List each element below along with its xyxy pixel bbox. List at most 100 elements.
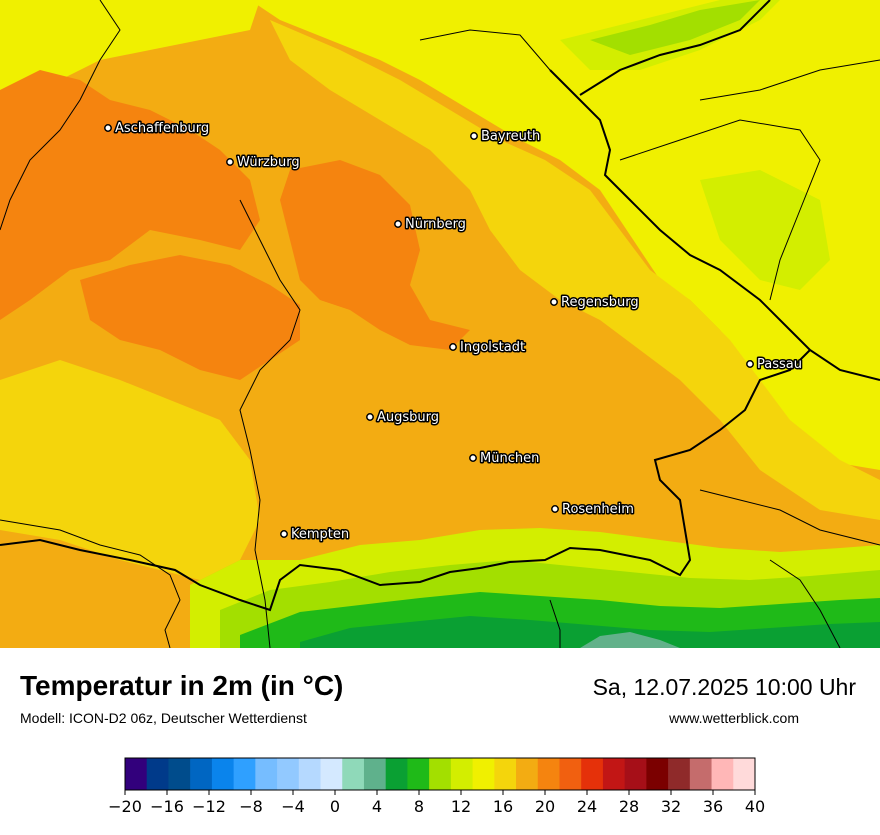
legend-color-swatch	[385, 758, 408, 790]
map-field-orange-nw	[0, 70, 260, 320]
forecast-datetime: Sa, 12.07.2025 10:00 Uhr	[592, 674, 856, 700]
legend-color-swatch	[581, 758, 604, 790]
legend-color-swatch	[624, 758, 647, 790]
legend-tick-label: 0	[330, 797, 340, 816]
state-border	[0, 0, 121, 231]
city-dot	[449, 343, 457, 351]
map-footer: Temperatur in 2m (in °C) Modell: ICON-D2…	[0, 648, 880, 830]
map-field-yellow-patch-3	[700, 170, 830, 290]
legend-tick-label: −16	[150, 797, 184, 816]
national-border-austria	[0, 349, 811, 612]
legend-tick-label: 4	[372, 797, 382, 816]
city-dot	[746, 360, 754, 368]
city-label: Regensburg	[561, 295, 639, 310]
city-dot	[366, 413, 374, 421]
legend-color-swatch	[277, 758, 300, 790]
city-label: München	[480, 451, 539, 466]
legend-color-swatch	[125, 758, 148, 790]
website-url: www.wetterblick.com	[669, 710, 799, 726]
legend-color-swatch	[602, 758, 626, 790]
legend-color-swatch	[255, 758, 278, 790]
temperature-map: Aschaffenburg Würzburg Bayreuth Nürnberg Reg…	[0, 0, 880, 648]
legend-canvas: −20 −16 −12 −8 −4 0 4 8 12 16 20 24 28 32 36 40	[108, 757, 765, 816]
city-nürnberg: Nürnberg	[394, 216, 467, 234]
legend-color-swatch	[450, 758, 474, 790]
map-field-alps-snow	[580, 632, 680, 648]
legend-color-swatch	[168, 758, 191, 790]
city-dot	[470, 132, 478, 140]
legend-tick-label: 40	[745, 797, 765, 816]
legend-color-swatch	[429, 758, 452, 790]
legend-color-swatch	[363, 758, 387, 790]
map-field-orange-sw	[80, 255, 300, 380]
legend-tick-label: 32	[661, 797, 681, 816]
city-ingolstadt: Ingolstadt	[449, 339, 527, 357]
city-regensburg: Regensburg	[550, 294, 640, 312]
map-field-yellow-patch-2	[590, 0, 760, 55]
map-canvas: Aschaffenburg Würzburg Bayreuth Nürnberg Reg…	[0, 0, 880, 648]
legend-tick-label: 24	[577, 797, 597, 816]
city-label: Nürnberg	[405, 217, 466, 232]
color-scale-legend: −20 −16 −12 −8 −4 0 4 8 12 16 20 24 28 32 36 40	[0, 754, 880, 830]
legend-tick-label: 36	[703, 797, 723, 816]
city-aschaffenburg: Aschaffenburg	[104, 120, 211, 138]
city-dot	[551, 505, 559, 513]
state-border-9	[549, 599, 561, 648]
state-border-3	[0, 519, 181, 648]
legend-color-swatch	[233, 758, 256, 790]
legend-tick-label: −12	[192, 797, 226, 816]
city-passau: Passau	[746, 356, 803, 374]
model-source: Modell: ICON-D2 06z, Deutscher Wetterdie…	[20, 710, 307, 726]
city-kempten: Kempten	[280, 526, 351, 544]
city-augsburg: Augsburg	[366, 409, 441, 427]
legend-color-swatch	[472, 758, 495, 790]
city-dot	[280, 530, 288, 538]
legend-color-swatch	[211, 758, 235, 790]
city-label: Ingolstadt	[460, 340, 525, 355]
legend-color-swatch	[494, 758, 517, 790]
legend-tick-label: −20	[108, 797, 142, 816]
map-title: Temperatur in 2m (in °C)	[20, 670, 344, 701]
legend-tick-label: 12	[451, 797, 471, 816]
legend-tick-label: 28	[619, 797, 639, 816]
state-border-2	[239, 199, 301, 648]
legend-color-swatch	[342, 758, 365, 790]
legend-tick-label: −8	[239, 797, 263, 816]
city-label: Augsburg	[377, 410, 439, 425]
city-bayreuth: Bayreuth	[470, 128, 542, 146]
legend-color-swatch	[537, 758, 560, 790]
city-label: Passau	[757, 357, 802, 372]
city-label: Würzburg	[237, 155, 300, 170]
legend-color-swatch	[689, 758, 713, 790]
map-field-yellow-n	[0, 0, 260, 95]
state-border-6	[699, 59, 880, 101]
legend-color-swatch	[516, 758, 539, 790]
map-field-alps-peaks	[300, 616, 880, 648]
city-dot	[550, 298, 558, 306]
legend-color-swatch	[320, 758, 343, 790]
city-dot	[469, 454, 477, 462]
map-field-orange-center	[280, 160, 470, 350]
state-border-8	[769, 559, 841, 648]
national-border-czech	[579, 0, 771, 96]
legend-color-swatch	[646, 758, 669, 790]
map-field-gold-w	[0, 360, 260, 580]
legend-color-swatch	[711, 758, 734, 790]
state-border-4	[419, 29, 551, 71]
city-münchen: München	[469, 450, 541, 468]
map-field-gold	[270, 20, 880, 520]
legend-color-swatch	[298, 758, 322, 790]
city-würzburg: Würzburg	[226, 154, 301, 172]
city-label: Kempten	[291, 527, 349, 542]
legend-tick-label: 20	[535, 797, 555, 816]
state-border-7	[699, 489, 880, 546]
map-field-yellow-ne	[250, 0, 880, 470]
legend-tick-label: 8	[414, 797, 424, 816]
legend-color-swatch	[190, 758, 213, 790]
national-border	[549, 69, 880, 381]
legend-color-swatch	[146, 758, 169, 790]
legend-color-swatch	[733, 758, 756, 790]
city-dot	[394, 220, 402, 228]
city-label: Rosenheim	[562, 502, 634, 517]
city-label: Aschaffenburg	[115, 121, 209, 136]
